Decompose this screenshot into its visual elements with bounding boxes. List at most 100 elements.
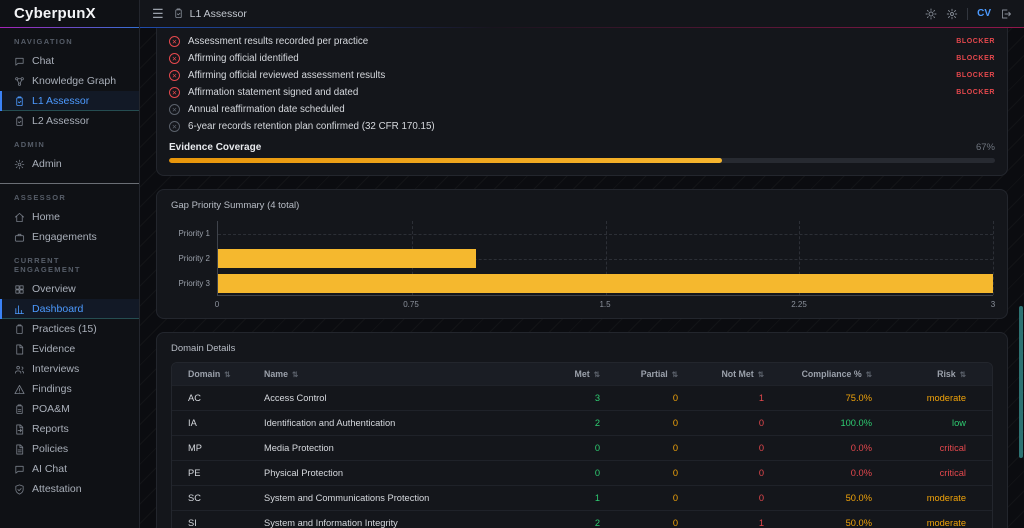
sidebar-item-label: Reports (32, 423, 69, 435)
sidebar-item-dashboard[interactable]: Dashboard (0, 299, 139, 319)
column-header-domain[interactable]: Domain ⇅ (172, 363, 254, 386)
readiness-checklist-card: ✕ Assessment results recorded per practi… (156, 28, 1008, 176)
table-row[interactable]: PE Physical Protection 0 0 0 0.0% critic… (172, 460, 992, 486)
sidebar-item-l1-assessor[interactable]: L1 Assessor (0, 91, 139, 111)
sidebar-item-label: POA&M (32, 403, 70, 415)
nav-section-admin: ADMIN Admin (0, 140, 139, 174)
user-avatar-initials[interactable]: CV (977, 8, 991, 19)
sidebar-item-label: Chat (32, 55, 55, 67)
gap-priority-chart: Priority 1 Priority 2 Priority 3 0 0.75 1.5 2… (171, 221, 995, 310)
cell-partial: 0 (610, 385, 688, 411)
column-header-name[interactable]: Name ⇅ (254, 363, 546, 386)
sidebar-item-l2-assessor[interactable]: L2 Assessor (0, 111, 139, 131)
sidebar-item-label: Engagements (32, 231, 97, 243)
clipboard-icon (16, 324, 23, 334)
sidebar-item-home[interactable]: Home (0, 207, 139, 227)
scrollbar-thumb[interactable] (1019, 306, 1023, 458)
sidebar-item-label: Home (32, 211, 61, 223)
chart-y-tick: Priority 2 (178, 254, 210, 263)
checklist-item-label: Affirming official identified (188, 53, 299, 64)
chart-y-labels: Priority 1 Priority 2 Priority 3 (171, 221, 217, 310)
chat-icon (15, 465, 24, 474)
column-header-met[interactable]: Met ⇅ (546, 363, 610, 386)
theme-toggle-button[interactable] (925, 8, 937, 20)
nav-section-navigation: NAVIGATION Chat Knowledge Graph L1 Asses… (0, 37, 139, 131)
chart-plot (217, 221, 994, 296)
chart-bar (218, 249, 477, 268)
sidebar-item-admin[interactable]: Admin (0, 154, 139, 174)
cell-met: 1 (546, 485, 610, 511)
circle-x-icon: ✕ (169, 121, 180, 132)
table-row[interactable]: SC System and Communications Protection … (172, 485, 992, 511)
sidebar-item-policies[interactable]: Policies (0, 439, 139, 459)
cell-risk: moderate (894, 485, 992, 511)
chart-bar-row (218, 271, 993, 296)
checklist-item: ✕ 6-year records retention plan confirme… (169, 118, 995, 135)
sidebar-item-knowledge-graph[interactable]: Knowledge Graph (0, 71, 139, 91)
hamburger-menu-icon[interactable]: ☰ (152, 6, 164, 21)
cell-compliance: 0.0% (774, 460, 894, 486)
cell-name: Identification and Authentication (254, 410, 546, 436)
logout-icon (1002, 9, 1011, 18)
sidebar-item-findings[interactable]: Findings (0, 379, 139, 399)
chart-x-tick: 0.75 (403, 300, 419, 309)
sort-icon: ⇅ (593, 370, 600, 379)
sidebar-item-poam[interactable]: POA&M (0, 399, 139, 419)
chart-title: Gap Priority Summary (4 total) (171, 200, 300, 211)
table-row[interactable]: MP Media Protection 0 0 0 0.0% critical (172, 435, 992, 461)
chat-icon (15, 57, 24, 66)
cell-compliance: 75.0% (774, 385, 894, 411)
column-header-not-met[interactable]: Not Met ⇅ (688, 363, 774, 386)
gear-icon (14, 159, 25, 169)
cell-domain: PE (172, 460, 254, 486)
sidebar-item-overview[interactable]: Overview (0, 279, 139, 299)
sidebar-item-label: Practices (15) (32, 323, 97, 335)
cell-met: 0 (546, 435, 610, 461)
section-label: CURRENT ENGAGEMENT (14, 256, 81, 274)
table-row[interactable]: AC Access Control 3 0 1 75.0% moderate (172, 385, 992, 411)
cell-risk: moderate (894, 510, 992, 528)
chart-x-tick: 2.25 (791, 300, 807, 309)
sidebar-item-chat[interactable]: Chat (0, 51, 139, 71)
sidebar-item-interviews[interactable]: Interviews (0, 359, 139, 379)
table-row[interactable]: SI System and Information Integrity 2 0 … (172, 510, 992, 528)
cell-risk: critical (894, 435, 992, 461)
sidebar-item-label: Interviews (32, 363, 80, 375)
shield-check-icon (15, 484, 24, 494)
sidebar-item-label: AI Chat (32, 463, 68, 475)
evidence-progress-track (169, 158, 995, 163)
sidebar-item-label: Knowledge Graph (32, 75, 117, 87)
logout-button[interactable] (1000, 8, 1012, 20)
table-row[interactable]: IA Identification and Authentication 2 0… (172, 410, 992, 436)
cell-name: Physical Protection (254, 460, 546, 486)
circle-x-icon: ✕ (169, 87, 180, 98)
main-content: ✕ Assessment results recorded per practi… (140, 28, 1024, 528)
chart-gridline (993, 221, 994, 295)
topbar: ☰ L1 Assessor CV (140, 0, 1024, 28)
sidebar-item-attestation[interactable]: Attestation (0, 479, 139, 499)
sidebar-item-reports[interactable]: Reports (0, 419, 139, 439)
cell-name: Media Protection (254, 435, 546, 461)
column-header-compliance[interactable]: Compliance % ⇅ (774, 363, 894, 386)
column-header-risk[interactable]: Risk ⇅ (894, 363, 992, 386)
file-icon (16, 344, 24, 354)
cell-domain: SI (172, 510, 254, 528)
blocker-badge: BLOCKER (956, 55, 995, 62)
table-title: Domain Details (171, 343, 236, 354)
cell-compliance: 100.0% (774, 410, 894, 436)
cell-risk: low (894, 410, 992, 436)
home-icon (14, 212, 25, 222)
sidebar-item-ai-chat[interactable]: AI Chat (0, 459, 139, 479)
cell-partial: 0 (610, 435, 688, 461)
sidebar-item-practices[interactable]: Practices (15) (0, 319, 139, 339)
sidebar-item-label: Findings (32, 383, 72, 395)
column-header-partial[interactable]: Partial ⇅ (610, 363, 688, 386)
settings-button[interactable] (946, 8, 958, 20)
sidebar-item-evidence[interactable]: Evidence (0, 339, 139, 359)
chart-bar (218, 274, 993, 293)
domain-details-card: Domain Details Domain ⇅ Name ⇅ Met ⇅ Partia… (156, 332, 1008, 528)
sidebar-item-engagements[interactable]: Engagements (0, 227, 139, 247)
cell-domain: MP (172, 435, 254, 461)
cell-not-met: 1 (688, 510, 774, 528)
cell-risk: critical (894, 460, 992, 486)
